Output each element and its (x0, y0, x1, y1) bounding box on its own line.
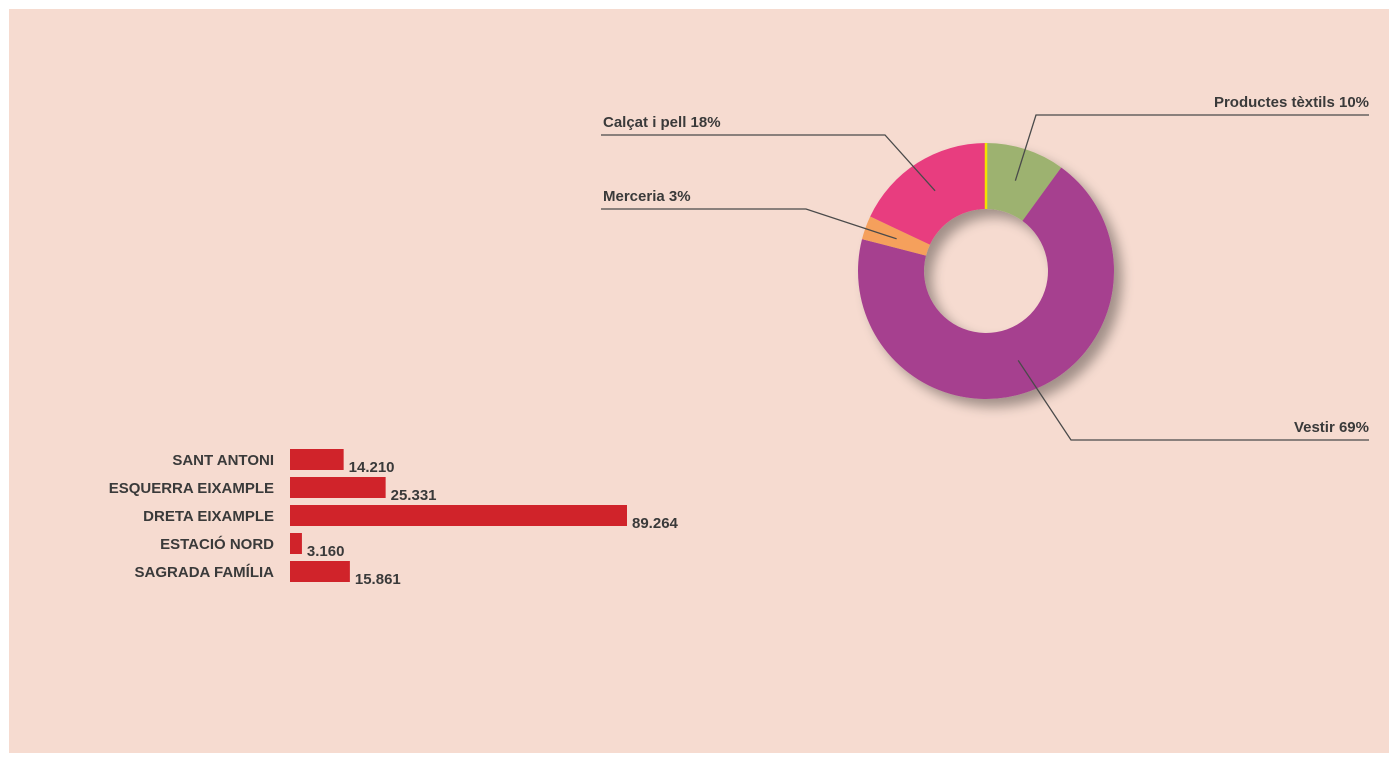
bar-value-label: 3.160 (307, 543, 345, 560)
bar-category-label: SANT ANTONI (172, 452, 274, 469)
slice-label-merceria-3: Merceria 3% (603, 188, 691, 205)
bar-esquerra-eixample (290, 477, 386, 498)
donut-slice-calcat-i-pell-18 (870, 143, 986, 245)
bar-sant-antoni (290, 449, 344, 470)
bar-category-label: ESQUERRA EIXAMPLE (109, 480, 274, 497)
leader-line-merceria-3 (601, 208, 897, 240)
chart-panel: Productes tèxtils 10% Vestir 69% Merceria … (9, 9, 1389, 753)
donut-slice-merceria-3 (862, 216, 930, 256)
leader-line-calcat-i-pell-18 (601, 134, 936, 192)
bar-value-label: 14.210 (349, 459, 395, 476)
donut-labels: Productes tèxtils 10% Vestir 69% Merceria … (601, 94, 1369, 441)
bar-sagrada-familia (290, 561, 350, 582)
bar-value-label: 25.331 (391, 487, 437, 504)
donut-slice-vestir-69 (858, 167, 1114, 399)
chart-canvas: Productes tèxtils 10% Vestir 69% Merceria … (9, 9, 1389, 753)
bar-chart: SANT ANTONI 14.210 ESQUERRA EIXAMPLE 25.331… (109, 449, 679, 588)
bar-value-label: 15.861 (355, 571, 401, 588)
leader-line-vestir-69 (1017, 360, 1369, 441)
donut-chart (858, 143, 1114, 399)
bar-category-label: SAGRADA FAMÍLIA (135, 564, 275, 581)
bar-estacio-nord (290, 533, 302, 554)
slice-label-calcat-i-pell-18: Calçat i pell 18% (603, 114, 721, 131)
slice-label-vestir-69: Vestir 69% (1294, 419, 1369, 436)
bar-category-label: DRETA EIXAMPLE (143, 508, 274, 525)
chart-background (9, 9, 1389, 753)
bar-category-label: ESTACIÓ NORD (160, 535, 274, 553)
bar-dreta-eixample (290, 505, 627, 526)
leader-line-productes-textils-10 (1014, 114, 1369, 181)
bar-value-label: 89.264 (632, 515, 679, 532)
slice-label-productes-textils-10: Productes tèxtils 10% (1214, 94, 1369, 111)
donut-slice-productes-textils-10 (986, 143, 1062, 221)
